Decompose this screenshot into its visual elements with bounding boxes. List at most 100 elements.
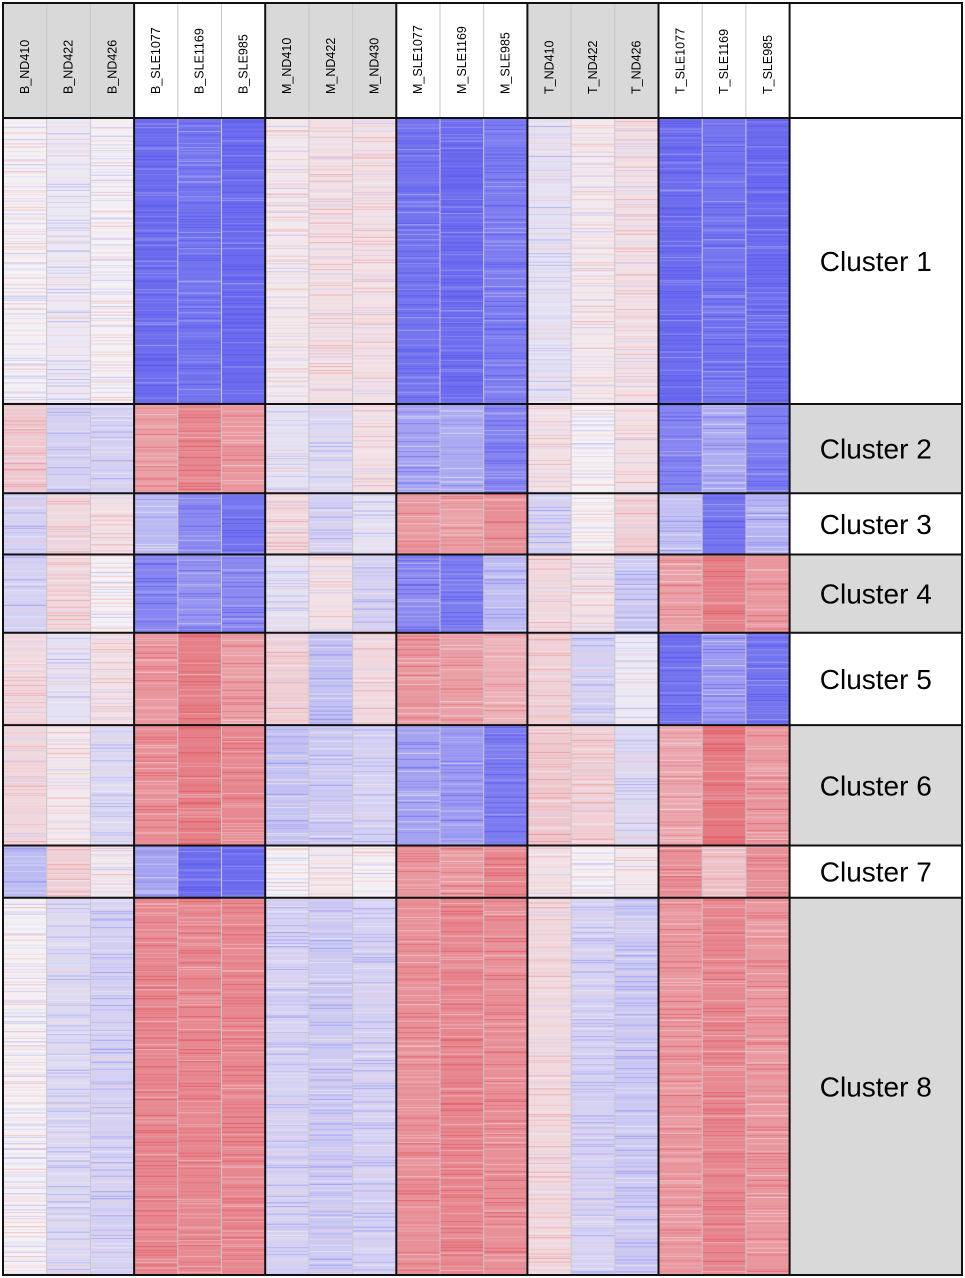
heatmap-cell-stripe <box>614 506 659 509</box>
heatmap-cell-stripe <box>265 836 309 839</box>
heatmap-cell-stripe <box>46 975 91 977</box>
heatmap-cell-stripe <box>46 373 91 375</box>
heatmap-cell-stripe <box>177 196 222 198</box>
heatmap-cell-stripe <box>134 425 178 427</box>
heatmap-cell-stripe <box>265 137 309 139</box>
heatmap-cell-stripe <box>614 353 659 356</box>
heatmap-cell-stripe <box>571 769 615 771</box>
heatmap-cell-stripe <box>90 880 135 882</box>
heatmap-cell-stripe <box>702 230 746 232</box>
heatmap-cell-stripe <box>308 589 353 591</box>
heatmap-cell-stripe <box>3 1198 47 1200</box>
heatmap-cell-stripe <box>177 803 222 805</box>
heatmap-cell-stripe <box>396 707 440 709</box>
heatmap-cell-stripe <box>527 758 572 760</box>
heatmap-cell-stripe <box>90 320 135 322</box>
heatmap-cell-stripe <box>614 565 659 567</box>
heatmap-cell-stripe <box>658 264 703 266</box>
heatmap-cell-stripe <box>221 566 266 568</box>
heatmap-cell-stripe <box>308 184 353 186</box>
heatmap-cell-stripe <box>702 539 746 541</box>
heatmap-cell-stripe <box>483 847 528 849</box>
heatmap-cell-stripe <box>352 805 397 807</box>
heatmap-cell-stripe <box>658 711 703 713</box>
heatmap-cell-stripe <box>440 322 484 324</box>
heatmap-cell-stripe <box>658 508 703 510</box>
heatmap-cell-stripe <box>221 505 266 507</box>
heatmap-cell-stripe <box>46 467 91 469</box>
heatmap-cell-stripe <box>46 551 91 553</box>
heatmap-cell-stripe <box>46 552 91 554</box>
heatmap-cell <box>221 403 266 494</box>
heatmap-cell-stripe <box>177 525 222 527</box>
heatmap-cell-stripe <box>134 466 178 468</box>
heatmap-cell-stripe <box>90 605 135 608</box>
heatmap-cell-stripe <box>90 834 135 836</box>
heatmap-cell-stripe <box>702 786 746 788</box>
heatmap-cell-stripe <box>265 552 309 555</box>
heatmap-cell-stripe <box>3 812 47 814</box>
heatmap-cell-stripe <box>177 253 222 255</box>
heatmap-cell-stripe <box>745 418 790 420</box>
heatmap-cell-stripe <box>221 255 266 257</box>
heatmap-cell-stripe <box>46 476 91 478</box>
heatmap-cell-stripe <box>440 160 484 162</box>
heatmap-cell-stripe <box>3 322 47 324</box>
heatmap-cell-stripe <box>177 719 222 721</box>
heatmap-cell-stripe <box>745 375 790 377</box>
heatmap-cell-stripe <box>308 710 353 712</box>
heatmap-cell-stripe <box>265 470 309 472</box>
heatmap-cell-stripe <box>571 162 615 164</box>
heatmap-cell-stripe <box>352 266 397 268</box>
heatmap-cell-stripe <box>571 889 615 891</box>
heatmap-cell-stripe <box>308 558 353 560</box>
heatmap-cell-stripe <box>702 655 746 657</box>
heatmap-cell-stripe <box>90 364 135 366</box>
heatmap-cell-stripe <box>571 663 615 666</box>
heatmap-cell-stripe <box>702 735 746 737</box>
heatmap-cell-stripe <box>352 501 397 503</box>
heatmap-cell-stripe <box>352 360 397 362</box>
heatmap-cell-stripe <box>745 824 790 826</box>
heatmap-cell-stripe <box>221 470 266 472</box>
heatmap-cell-stripe <box>571 581 615 583</box>
heatmap-cell-stripe <box>3 748 47 750</box>
heatmap-cell-stripe <box>46 1141 91 1143</box>
heatmap-cell-stripe <box>90 837 135 840</box>
heatmap-cell-stripe <box>658 542 703 544</box>
heatmap-cell-stripe <box>745 461 790 463</box>
heatmap-cell-stripe <box>308 200 353 202</box>
heatmap-cell-stripe <box>3 527 47 529</box>
heatmap-cell-stripe <box>440 261 484 263</box>
heatmap-cell-stripe <box>658 515 703 517</box>
heatmap-cell-stripe <box>745 870 790 872</box>
heatmap-cell-stripe <box>745 452 790 454</box>
heatmap-cell-stripe <box>440 707 484 709</box>
heatmap-cell-stripe <box>352 128 397 130</box>
heatmap-cell-stripe <box>483 656 528 658</box>
heatmap-cell-stripe <box>571 588 615 590</box>
heatmap-cell-stripe <box>134 832 178 834</box>
heatmap-cell-stripe <box>177 142 222 145</box>
heatmap-cell-stripe <box>440 302 484 304</box>
heatmap-cell-stripe <box>177 813 222 815</box>
heatmap-cell-stripe <box>658 345 703 347</box>
heatmap-cell-stripe <box>396 611 440 613</box>
heatmap-cell-stripe <box>221 337 266 339</box>
heatmap-cell-stripe <box>265 439 309 441</box>
heatmap-cell-stripe <box>745 873 790 875</box>
heatmap-cell-stripe <box>571 253 615 255</box>
heatmap-cell-stripe <box>265 271 309 273</box>
heatmap-cell-stripe <box>352 496 397 498</box>
heatmap-cell-stripe <box>3 483 47 486</box>
heatmap-cell-stripe <box>3 680 47 682</box>
heatmap-cell-stripe <box>702 680 746 682</box>
heatmap-cell-stripe <box>571 560 615 562</box>
heatmap-cell-stripe <box>352 409 397 411</box>
heatmap-cell-stripe <box>308 134 353 136</box>
heatmap-cell-stripe <box>745 542 790 544</box>
heatmap-cell-stripe <box>702 321 746 323</box>
heatmap-cell-stripe <box>3 186 47 188</box>
heatmap-cell-stripe <box>134 289 178 291</box>
heatmap-cell-stripe <box>745 895 790 898</box>
